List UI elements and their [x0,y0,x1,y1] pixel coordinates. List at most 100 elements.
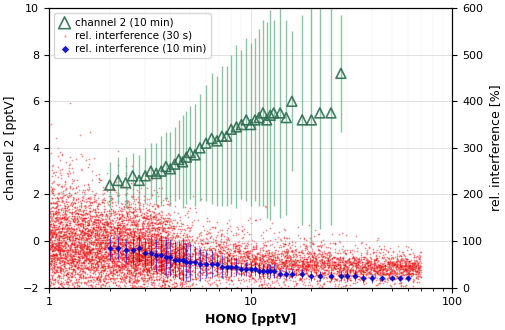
rel. interference (30 s) [108,239,116,245]
rel. interference (30 s) [224,252,232,257]
rel. interference (30 s) [413,261,421,266]
rel. interference (30 s) [403,272,411,277]
rel. interference (30 s) [183,264,191,269]
rel. interference (30 s) [79,260,87,265]
rel. interference (30 s) [274,275,282,280]
rel. interference (30 s) [81,215,89,220]
rel. interference (30 s) [78,229,86,234]
rel. interference (30 s) [301,266,310,272]
rel. interference (30 s) [378,270,386,275]
rel. interference (30 s) [349,270,358,276]
rel. interference (30 s) [128,265,136,270]
rel. interference (30 s) [298,261,306,266]
rel. interference (30 s) [273,275,281,280]
rel. interference (30 s) [163,240,171,245]
rel. interference (30 s) [93,285,102,291]
rel. interference (30 s) [173,245,181,250]
rel. interference (30 s) [156,257,164,262]
rel. interference (30 s) [61,203,69,209]
rel. interference (30 s) [329,255,337,260]
rel. interference (30 s) [66,154,74,160]
rel. interference (30 s) [144,254,153,260]
rel. interference (30 s) [142,226,150,231]
rel. interference (30 s) [359,265,367,270]
rel. interference (30 s) [65,234,73,239]
rel. interference (30 s) [351,269,360,275]
rel. interference (30 s) [131,223,139,228]
rel. interference (30 s) [141,230,149,235]
rel. interference (30 s) [256,268,264,273]
rel. interference (30 s) [139,251,147,256]
rel. interference (30 s) [340,264,348,269]
rel. interference (30 s) [126,255,134,261]
rel. interference (30 s) [188,277,196,282]
rel. interference (30 s) [369,272,377,277]
rel. interference (30 s) [373,270,381,275]
rel. interference (30 s) [93,261,101,266]
rel. interference (30 s) [160,268,168,274]
rel. interference (30 s) [158,270,166,275]
rel. interference (30 s) [48,258,56,263]
rel. interference (30 s) [197,229,205,234]
rel. interference (30 s) [262,258,270,263]
rel. interference (30 s) [155,211,163,216]
rel. interference (30 s) [289,258,297,264]
rel. interference (30 s) [375,262,383,268]
rel. interference (30 s) [123,246,131,251]
rel. interference (30 s) [146,248,154,253]
rel. interference (30 s) [192,275,200,280]
rel. interference (30 s) [95,240,104,245]
rel. interference (30 s) [113,243,121,248]
rel. interference (30 s) [332,263,340,269]
rel. interference (30 s) [108,276,116,281]
rel. interference (30 s) [307,257,315,262]
rel. interference (30 s) [409,263,417,268]
rel. interference (30 s) [64,247,72,252]
rel. interference (30 s) [114,279,122,284]
rel. interference (30 s) [144,265,153,271]
rel. interference (30 s) [148,216,157,222]
rel. interference (30 s) [280,260,288,266]
rel. interference (30 s) [281,277,289,282]
rel. interference (30 s) [111,276,119,281]
rel. interference (30 s) [75,222,83,227]
rel. interference (30 s) [53,247,61,252]
rel. interference (30 s) [191,249,199,255]
rel. interference (30 s) [148,214,157,219]
rel. interference (30 s) [139,304,147,310]
rel. interference (30 s) [339,266,347,272]
rel. interference (30 s) [404,265,412,270]
rel. interference (30 s) [311,289,319,294]
rel. interference (30 s) [198,251,207,256]
rel. interference (30 s) [340,263,348,268]
rel. interference (30 s) [181,244,189,249]
rel. interference (30 s) [51,210,59,215]
rel. interference (30 s) [119,249,127,254]
rel. interference (30 s) [91,206,99,212]
rel. interference (30 s) [75,251,83,256]
rel. interference (30 s) [61,290,69,295]
rel. interference (30 s) [145,249,153,254]
rel. interference (30 s) [86,249,94,254]
rel. interference (30 s) [48,195,56,201]
rel. interference (30 s) [82,249,90,254]
rel. interference (30 s) [97,258,106,263]
rel. interference (30 s) [242,266,250,271]
rel. interference (30 s) [72,247,80,252]
rel. interference (30 s) [394,253,402,259]
rel. interference (30 s) [277,256,285,261]
rel. interference (30 s) [365,271,373,276]
rel. interference (30 s) [203,271,211,276]
rel. interference (30 s) [97,301,105,307]
rel. interference (30 s) [401,267,409,272]
rel. interference (30 s) [57,262,65,267]
rel. interference (30 s) [81,287,89,292]
rel. interference (30 s) [148,257,156,263]
rel. interference (30 s) [357,286,365,291]
rel. interference (30 s) [391,271,399,276]
rel. interference (30 s) [165,293,173,299]
rel. interference (30 s) [117,239,125,245]
rel. interference (30 s) [330,241,338,246]
rel. interference (30 s) [317,272,325,277]
rel. interference (30 s) [97,289,106,294]
